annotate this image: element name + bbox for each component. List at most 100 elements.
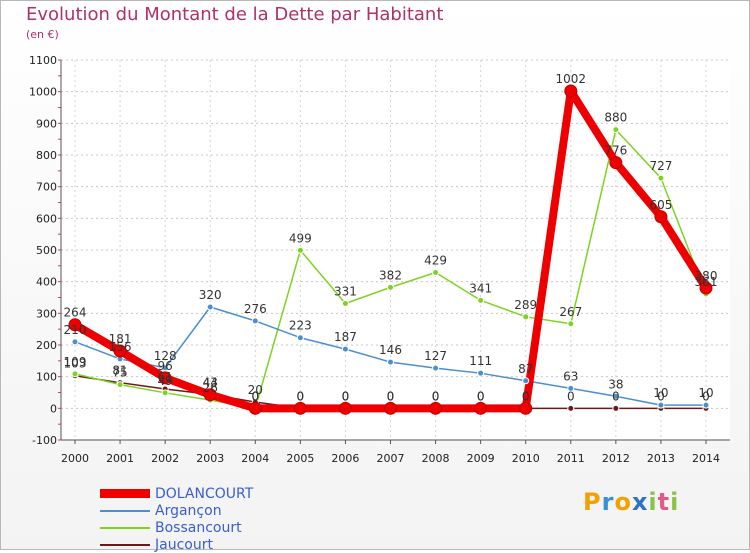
chart-subtitle: (en €) xyxy=(26,28,59,41)
data-point-bossancourt xyxy=(477,296,485,304)
data-label-bossancourt: 331 xyxy=(334,285,357,299)
data-point-argan-on xyxy=(161,364,169,372)
data-point-argan-on xyxy=(71,338,79,346)
data-label-bossancourt: 341 xyxy=(469,281,492,295)
legend-label-bossancourt: Bossancourt xyxy=(155,519,242,536)
data-point-dolancourt xyxy=(519,401,533,415)
data-label-bossancourt: 0 xyxy=(251,389,259,403)
legend-swatch-bossancourt xyxy=(100,526,150,529)
data-label-argan-on: 127 xyxy=(424,349,447,363)
legend-item-bossancourt: Bossancourt xyxy=(100,519,253,536)
data-point-dolancourt xyxy=(429,401,443,415)
chart-title: Evolution du Montant de la Dette par Hab… xyxy=(26,4,444,25)
data-point-jaucourt xyxy=(612,404,620,412)
data-label-argan-on: 276 xyxy=(244,302,267,316)
data-point-bossancourt xyxy=(161,389,169,397)
data-label-dolancourt: 0 xyxy=(387,389,395,403)
legend: DOLANCOURT Arganҫon Bossancourt Jaucourt xyxy=(100,485,253,553)
data-point-dolancourt xyxy=(158,371,172,385)
x-tick-label: 2003 xyxy=(196,452,224,465)
data-point-bossancourt xyxy=(341,300,349,308)
data-label-bossancourt: 289 xyxy=(514,298,537,312)
x-tick-label: 2009 xyxy=(467,452,495,465)
data-point-dolancourt xyxy=(203,388,217,402)
data-label-bossancourt: 727 xyxy=(649,159,672,173)
x-tick-label: 2005 xyxy=(286,452,314,465)
x-tick-label: 2008 xyxy=(422,452,450,465)
legend-label-dolancourt: DOLANCOURT xyxy=(155,485,254,502)
data-label-bossancourt: 75 xyxy=(112,366,127,380)
data-point-bossancourt xyxy=(71,370,79,378)
data-label-dolancourt: 1002 xyxy=(556,72,587,86)
x-tick-label: 2007 xyxy=(377,452,405,465)
data-point-bossancourt xyxy=(657,174,665,182)
data-point-dolancourt xyxy=(68,318,82,332)
legend-item-arganson: Arganҫon xyxy=(100,502,253,519)
legend-label-jaucourt: Jaucourt xyxy=(155,536,213,553)
logo-letter: r xyxy=(601,488,615,516)
y-tick-label: 200 xyxy=(36,339,57,352)
data-point-dolancourt xyxy=(338,401,352,415)
data-label-argan-on: 10 xyxy=(698,386,713,400)
data-label-dolancourt: 264 xyxy=(64,306,87,320)
x-tick-label: 2012 xyxy=(602,452,630,465)
data-point-argan-on xyxy=(341,345,349,353)
data-label-jaucourt: 0 xyxy=(657,389,665,403)
data-label-jaucourt: 0 xyxy=(432,389,440,403)
data-point-argan-on xyxy=(477,369,485,377)
y-tick-label: 400 xyxy=(36,276,57,289)
data-label-dolancourt: 0 xyxy=(342,389,350,403)
x-tick-label: 2014 xyxy=(692,452,720,465)
logo-letter: o xyxy=(614,488,632,516)
data-label-dolancourt: 776 xyxy=(604,144,627,158)
data-label-dolancourt: 0 xyxy=(522,389,530,403)
data-point-bossancourt xyxy=(612,126,620,134)
data-label-jaucourt: 0 xyxy=(477,389,485,403)
data-label-bossancourt: 361 xyxy=(695,275,718,289)
x-tick-label: 2006 xyxy=(331,452,359,465)
x-tick-label: 2013 xyxy=(647,452,675,465)
data-point-argan-on xyxy=(522,377,530,385)
legend-swatch-arganson xyxy=(100,509,150,512)
data-point-dolancourt xyxy=(474,401,488,415)
data-point-bossancourt xyxy=(567,320,575,328)
data-label-dolancourt: 43 xyxy=(203,376,218,390)
y-tick-label: 1100 xyxy=(29,54,57,67)
data-point-argan-on xyxy=(567,384,575,392)
data-point-argan-on xyxy=(657,401,665,409)
data-label-argan-on: 320 xyxy=(199,288,222,302)
data-point-argan-on xyxy=(612,392,620,400)
y-tick-label: -100 xyxy=(32,434,57,447)
data-label-argan-on: 223 xyxy=(289,319,312,333)
data-label-argan-on: 187 xyxy=(334,330,357,344)
data-label-dolancourt: 0 xyxy=(297,389,305,403)
data-label-bossancourt: 382 xyxy=(379,268,402,282)
data-point-argan-on xyxy=(206,303,214,311)
data-point-bossancourt xyxy=(522,313,530,321)
y-tick-label: 0 xyxy=(50,402,57,415)
data-point-dolancourt xyxy=(654,210,668,224)
data-label-bossancourt: 49 xyxy=(158,374,173,388)
data-label-jaucourt: 0 xyxy=(702,389,710,403)
data-label-dolancourt: 380 xyxy=(695,269,718,283)
data-label-bossancourt: 267 xyxy=(559,305,582,319)
data-label-bossancourt: 109 xyxy=(64,355,87,369)
data-point-dolancourt xyxy=(699,281,713,295)
data-label-dolancourt: 0 xyxy=(251,389,259,403)
y-tick-label: 900 xyxy=(36,117,57,130)
x-tick-label: 2010 xyxy=(512,452,540,465)
data-point-argan-on xyxy=(432,364,440,372)
data-label-argan-on: 10 xyxy=(653,386,668,400)
x-tick-label: 2004 xyxy=(241,452,269,465)
data-label-argan-on: 63 xyxy=(563,369,578,383)
series-points xyxy=(68,84,713,415)
data-point-bossancourt xyxy=(387,283,394,291)
proxiti-logo: Proxiti xyxy=(583,488,679,516)
data-label-argan-on: 38 xyxy=(608,377,623,391)
data-label-bossancourt: 429 xyxy=(424,253,447,267)
data-label-jaucourt: 0 xyxy=(342,389,350,403)
data-label-argan-on: 210 xyxy=(64,323,87,337)
y-tick-label: 300 xyxy=(36,307,57,320)
data-point-dolancourt xyxy=(113,344,127,358)
